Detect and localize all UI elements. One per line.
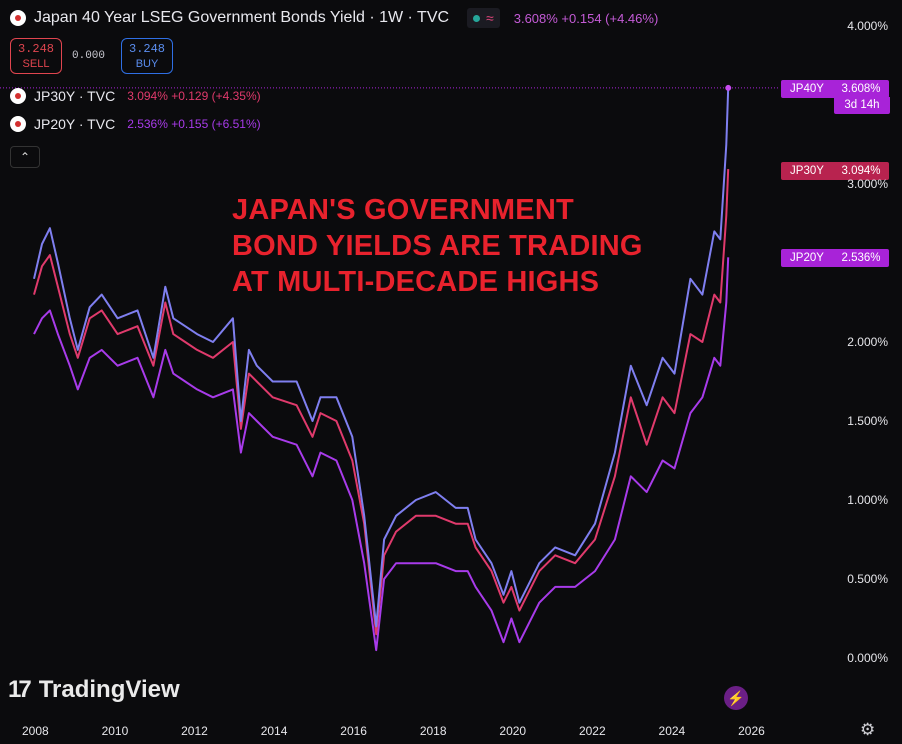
price-tag-symbol: JP40Y — [790, 83, 824, 95]
x-tick-label: 2012 — [181, 724, 208, 738]
series-line-jp40y[interactable] — [33, 87, 730, 628]
annotation-line: AT MULTI-DECADE HIGHS — [232, 266, 600, 298]
japan-flag-icon — [10, 88, 26, 104]
spread-value: 0.000 — [72, 50, 106, 62]
y-tick-label: 3.000% — [847, 177, 888, 191]
x-tick-label: 2018 — [419, 724, 447, 738]
sell-label: SELL — [22, 58, 50, 70]
lightning-icon[interactable]: ⚡ — [724, 686, 748, 710]
price-tag-value: 3.608% — [841, 83, 881, 95]
buy-price: 3.248 — [129, 42, 166, 56]
y-tick-label: 2.000% — [847, 335, 888, 349]
price-tag-jp20y: JP20Y 2.536% — [781, 249, 889, 267]
tradingview-logo-icon: 17 — [8, 676, 32, 703]
price-tag-symbol: JP30Y — [790, 165, 824, 177]
x-tick-label: 2016 — [340, 724, 367, 738]
x-tick-label: 2008 — [22, 724, 49, 738]
x-tick-label: 2026 — [738, 724, 765, 738]
gear-icon[interactable]: ⚙ — [860, 720, 876, 739]
y-tick-label: 1.500% — [847, 414, 888, 428]
last-point-marker — [725, 84, 732, 91]
bar-countdown: 3d 14h — [834, 97, 890, 114]
trade-panel: 3.248 SELL 0.000 3.248 BUY — [10, 38, 174, 74]
x-tick-label: 2010 — [101, 724, 129, 738]
watermark-text: TradingView — [38, 676, 180, 703]
header-quote: 3.608% +0.154 (+4.46%) — [513, 10, 659, 26]
legend-value: 2.536% +0.155 (+6.51%) — [127, 117, 261, 131]
legend-item-jp20y[interactable]: JP20Y · TVC 2.536% +0.155 (+6.51%) — [10, 116, 261, 132]
price-tag-value: 3.094% — [841, 165, 881, 177]
y-tick-label: 1.000% — [847, 493, 888, 507]
wave-icon: ≈ — [486, 10, 494, 26]
japan-flag-icon — [10, 10, 26, 26]
series-line-jp20y[interactable] — [33, 257, 730, 652]
price-tag-value: 2.536% — [841, 252, 881, 264]
sell-price: 3.248 — [17, 42, 54, 56]
collapse-legend-button[interactable]: ⌃ — [10, 146, 40, 168]
price-tag-jp40y: JP40Y 3.608% — [781, 80, 889, 98]
buy-label: BUY — [135, 58, 159, 70]
legend-symbol: JP30Y · TVC — [34, 88, 116, 104]
chart-header: Japan 40 Year LSEG Government Bonds Yiel… — [10, 8, 658, 28]
legend-item-jp30y[interactable]: JP30Y · TVC 3.094% +0.129 (+4.35%) — [10, 88, 261, 104]
buy-button[interactable]: 3.248 BUY — [121, 38, 174, 74]
price-tag-symbol: JP20Y — [790, 252, 824, 264]
x-tick-label: 2022 — [578, 724, 606, 738]
price-tag-jp30y: JP30Y 3.094% — [781, 162, 889, 180]
chart-annotation: JAPAN'S GOVERNMENT BOND YIELDS ARE TRADI… — [232, 192, 643, 300]
x-tick-label: 2024 — [658, 724, 686, 738]
y-tick-label: 0.500% — [847, 572, 888, 586]
status-dot-icon — [473, 14, 481, 22]
annotation-line: JAPAN'S GOVERNMENT — [232, 194, 574, 226]
chevron-up-icon: ⌃ — [19, 150, 31, 164]
legend-symbol: JP20Y · TVC — [34, 116, 116, 132]
annotation-line: BOND YIELDS ARE TRADING — [232, 230, 643, 262]
sell-button[interactable]: 3.248 SELL — [10, 38, 62, 74]
japan-flag-icon — [10, 116, 26, 132]
tradingview-watermark[interactable]: 17 TradingView — [8, 676, 180, 704]
x-tick-label: 2020 — [499, 724, 527, 738]
x-tick-label: 2014 — [260, 724, 288, 738]
chart-title: Japan 40 Year LSEG Government Bonds Yiel… — [34, 9, 450, 26]
y-tick-label: 0.000% — [847, 651, 888, 665]
market-status[interactable]: ≈ — [467, 8, 500, 28]
legend-value: 3.094% +0.129 (+4.35%) — [127, 89, 261, 103]
y-tick-label: 4.000% — [847, 19, 888, 33]
